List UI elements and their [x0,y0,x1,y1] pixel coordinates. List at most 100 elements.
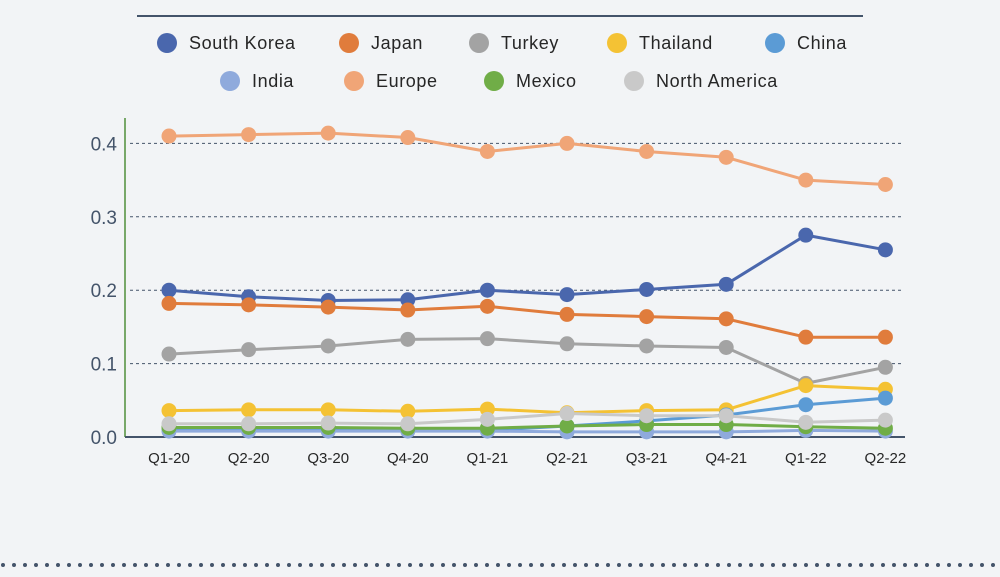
data-point-turkey [400,331,416,347]
y-tick-label: 0.0 [91,428,117,449]
legend-label-india: India [252,71,294,91]
data-point-europe [320,125,336,141]
data-point-europe [718,149,734,165]
legend-marker-north-america [624,71,644,91]
legend-marker-thailand [607,33,627,53]
data-point-north-america [479,411,495,427]
x-tick-label: Q1-20 [148,450,190,467]
series-markers [161,125,893,440]
data-point-europe [479,143,495,159]
legend-label-china: China [797,33,847,53]
series-line-north-america [169,412,886,426]
data-point-north-america [877,412,893,428]
data-point-japan [400,302,416,318]
x-tick-label: Q2-20 [228,450,270,467]
x-axis-ticks: Q1-20 Q2-20 Q3-20 Q4-20 Q1-21 Q2-21 Q3-21 Q4-21… [148,450,906,467]
data-point-south-korea [798,227,814,243]
data-point-europe [400,130,416,146]
data-point-north-america [400,416,416,432]
data-point-turkey [161,346,177,362]
series-line-thailand [168,384,886,415]
top-divider [137,15,863,17]
series-line-japan [168,301,886,339]
data-point-south-korea [877,242,893,258]
data-point-china [877,390,893,406]
legend-label-thailand: Thailand [639,33,713,53]
y-tick-label: 0.1 [91,355,117,376]
axes [124,118,905,438]
x-tick-label: Q1-21 [467,450,509,467]
data-point-south-korea [161,282,177,298]
data-point-japan [161,295,177,311]
data-point-north-america [161,416,177,432]
data-point-europe [798,172,814,188]
legend-label-mexico: Mexico [516,71,577,91]
data-point-south-korea [479,282,495,298]
data-point-turkey [639,338,655,354]
x-tick-label: Q2-22 [865,450,907,467]
x-tick-label: Q3-21 [626,450,668,467]
data-point-thailand [479,401,495,417]
data-point-turkey [479,331,495,347]
data-point-north-america [798,414,814,430]
legend-label-europe: Europe [376,71,438,91]
data-point-japan [639,309,655,325]
data-point-china [798,397,814,413]
legend-marker-europe [344,71,364,91]
data-point-south-korea [559,287,575,303]
data-point-japan [718,311,734,327]
data-point-north-america [320,415,336,431]
data-point-japan [241,297,257,313]
data-point-thailand [161,403,177,419]
data-point-south-korea [639,281,655,297]
data-point-north-america [639,408,655,424]
data-point-thailand [798,378,814,394]
data-point-mexico [559,418,575,434]
y-axis-ticks: 0.0 0.1 0.2 0.3 0.4 [91,134,118,449]
data-point-europe [877,177,893,193]
data-point-europe [161,128,177,144]
x-tick-label: Q4-21 [705,450,747,467]
data-point-europe [639,143,655,159]
series-line-south-korea [168,233,886,302]
legend-marker-china [765,33,785,53]
data-point-japan [559,306,575,322]
legend-marker-south-korea [157,33,177,53]
data-point-thailand [400,403,416,419]
data-point-japan [479,298,495,314]
data-point-japan [877,329,893,345]
data-point-north-america [559,406,575,422]
data-point-turkey [559,336,575,352]
legend-label-japan: Japan [371,33,423,53]
series-line-mexico [169,423,886,430]
legend-marker-turkey [469,33,489,53]
legend-label-south-korea: South Korea [189,33,296,53]
legend: South Korea Japan Turkey Thailand China India… [157,33,847,91]
x-tick-label: Q1-22 [785,450,827,467]
y-tick-label: 0.3 [91,208,117,229]
x-tick-label: Q2-21 [546,450,588,467]
series-line-europe [168,131,886,186]
series-group [161,125,893,440]
data-point-thailand [320,402,336,418]
data-point-north-america [718,408,734,424]
data-point-south-korea [400,292,416,308]
bottom-dotted-divider [1,563,999,567]
x-tick-label: Q4-20 [387,450,429,467]
data-point-europe [559,135,575,151]
series-line-india [169,428,886,434]
data-point-turkey [320,338,336,354]
legend-label-turkey: Turkey [501,33,559,53]
y-tick-label: 0.4 [91,134,118,155]
y-tick-label: 0.2 [91,281,117,302]
data-point-north-america [241,416,257,432]
x-tick-label: Q3-20 [307,450,349,467]
legend-label-north-america: North America [656,71,778,91]
series-line-turkey [168,337,886,385]
data-point-turkey [718,339,734,355]
data-point-europe [241,127,257,143]
legend-marker-india [220,71,240,91]
data-point-turkey [877,359,893,375]
series-lines [168,131,886,434]
